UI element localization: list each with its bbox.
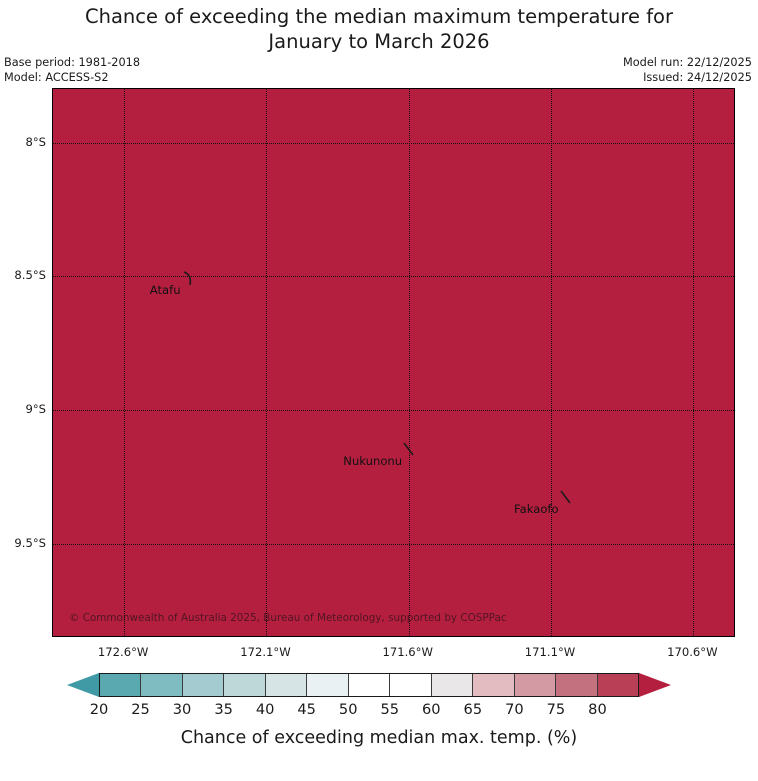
atoll-outline-nukunonu	[403, 442, 414, 456]
colorbar-tick-45: 45	[297, 701, 316, 718]
island-label-atafu: Atafu	[149, 282, 181, 297]
gridline-vertical-2	[408, 89, 410, 636]
header-metadata-right: Model run: 22/12/2025 Issued: 24/12/2025	[623, 56, 752, 85]
longitude-tick-1: 172.1°W	[240, 645, 291, 659]
island-label-nukunonu: Nukunonu	[343, 454, 403, 469]
latitude-tick-0: 8°S	[25, 134, 46, 149]
colorbar-band-11	[556, 674, 598, 696]
header-metadata-left: Base period: 1981-2018 Model: ACCESS-S2	[4, 56, 140, 85]
latitude-tick-1: 8.5°S	[14, 268, 46, 283]
colorbar-title: Chance of exceeding median max. temp. (%…	[180, 728, 578, 748]
longitude-tick-4: 170.6°W	[667, 645, 718, 659]
longitude-tick-0: 172.6°W	[97, 645, 149, 659]
colorbar-tick-30: 30	[172, 701, 192, 718]
colorbar-bands	[99, 673, 639, 697]
atoll-outline-fakaofo	[560, 490, 571, 504]
colorbar-extend-low-arrow	[67, 673, 99, 697]
page-title: Chance of exceeding the median maximum t…	[0, 4, 758, 54]
colorbar-band-8	[431, 674, 474, 696]
colorbar-tick-25: 25	[131, 701, 150, 718]
title-line-1: Chance of exceeding the median maximum t…	[84, 5, 674, 28]
latitude-tick-3: 9.5°S	[14, 536, 46, 551]
colorbar-band-9	[473, 674, 515, 696]
colorbar-band-6	[348, 674, 391, 696]
gridline-vertical-4	[693, 89, 695, 636]
map-plot-area: Atafu Nukunonu Fakaofo © Commonwealth of A…	[52, 88, 735, 637]
colorbar-tick-50: 50	[338, 701, 358, 718]
colorbar-tick-40: 40	[255, 701, 275, 718]
colorbar-tick-75: 75	[546, 701, 566, 718]
base-period-text: Base period: 1981-2018	[4, 56, 141, 69]
gridline-vertical-1	[266, 89, 268, 636]
colorbar-tick-60: 60	[422, 701, 441, 718]
colorbar-extend-high-arrow	[639, 673, 671, 697]
attribution-text: © Commonwealth of Australia 2025, Bureau…	[69, 612, 507, 624]
longitude-tick-3: 171.1°W	[524, 645, 576, 659]
colorbar-band-5	[307, 674, 349, 696]
colorbar-band-0	[100, 674, 142, 696]
gridline-horizontal-0	[53, 142, 734, 144]
colorbar-band-3	[224, 674, 266, 696]
colorbar: 20 25 30 35 40 45 50 55 60 65 70 75 80	[0, 668, 758, 718]
model-run-text: Model run: 22/12/2025	[623, 56, 752, 69]
colorbar-band-1	[141, 674, 183, 696]
latitude-tick-2: 9°S	[25, 402, 46, 417]
colorbar-tick-35: 35	[214, 701, 233, 718]
island-label-fakaofo: Fakaofo	[514, 502, 559, 517]
colorbar-tick-80: 80	[588, 701, 607, 718]
gridline-horizontal-2	[53, 410, 734, 412]
colorbar-tick-70: 70	[505, 701, 524, 718]
colorbar-tick-55: 55	[380, 701, 400, 718]
gridline-vertical-0	[124, 89, 126, 636]
gridline-horizontal-3	[53, 544, 734, 546]
colorbar-tick-65: 65	[463, 701, 483, 718]
longitude-tick-2: 171.6°W	[382, 645, 433, 659]
colorbar-band-7	[390, 674, 432, 696]
gridline-horizontal-1	[53, 276, 734, 278]
colorbar-band-2	[182, 674, 225, 696]
colorbar-band-4	[265, 674, 308, 696]
gridline-vertical-3	[551, 89, 553, 636]
issued-text: Issued: 24/12/2025	[643, 70, 752, 84]
colorbar-band-12	[597, 674, 639, 696]
model-text: Model: ACCESS-S2	[4, 70, 109, 84]
colorbar-tick-20: 20	[89, 701, 109, 718]
atoll-outline-atafu	[183, 271, 191, 286]
colorbar-band-10	[514, 674, 557, 696]
title-line-2: January to March 2026	[268, 30, 490, 53]
